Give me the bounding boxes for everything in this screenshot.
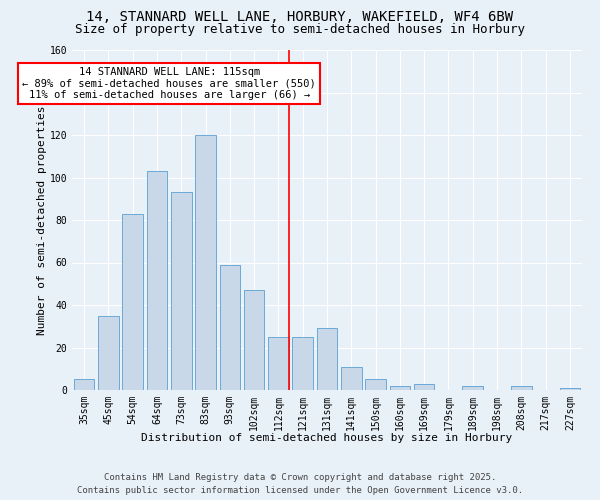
Bar <box>317 328 337 390</box>
Bar <box>511 386 532 390</box>
Bar <box>414 384 434 390</box>
Bar <box>195 135 216 390</box>
Bar <box>560 388 580 390</box>
Text: Contains HM Land Registry data © Crown copyright and database right 2025.
Contai: Contains HM Land Registry data © Crown c… <box>77 474 523 495</box>
Bar <box>463 386 483 390</box>
Bar <box>220 264 240 390</box>
Bar <box>244 290 265 390</box>
Bar <box>146 171 167 390</box>
Bar <box>341 366 362 390</box>
Bar <box>268 337 289 390</box>
Bar <box>171 192 191 390</box>
Bar <box>389 386 410 390</box>
Bar <box>98 316 119 390</box>
Text: 14, STANNARD WELL LANE, HORBURY, WAKEFIELD, WF4 6BW: 14, STANNARD WELL LANE, HORBURY, WAKEFIE… <box>86 10 514 24</box>
X-axis label: Distribution of semi-detached houses by size in Horbury: Distribution of semi-detached houses by … <box>142 433 512 443</box>
Bar <box>365 380 386 390</box>
Bar <box>74 380 94 390</box>
Text: 14 STANNARD WELL LANE: 115sqm
← 89% of semi-detached houses are smaller (550)
11: 14 STANNARD WELL LANE: 115sqm ← 89% of s… <box>22 67 316 100</box>
Bar <box>292 337 313 390</box>
Bar <box>122 214 143 390</box>
Text: Size of property relative to semi-detached houses in Horbury: Size of property relative to semi-detach… <box>75 22 525 36</box>
Y-axis label: Number of semi-detached properties: Number of semi-detached properties <box>37 106 47 335</box>
